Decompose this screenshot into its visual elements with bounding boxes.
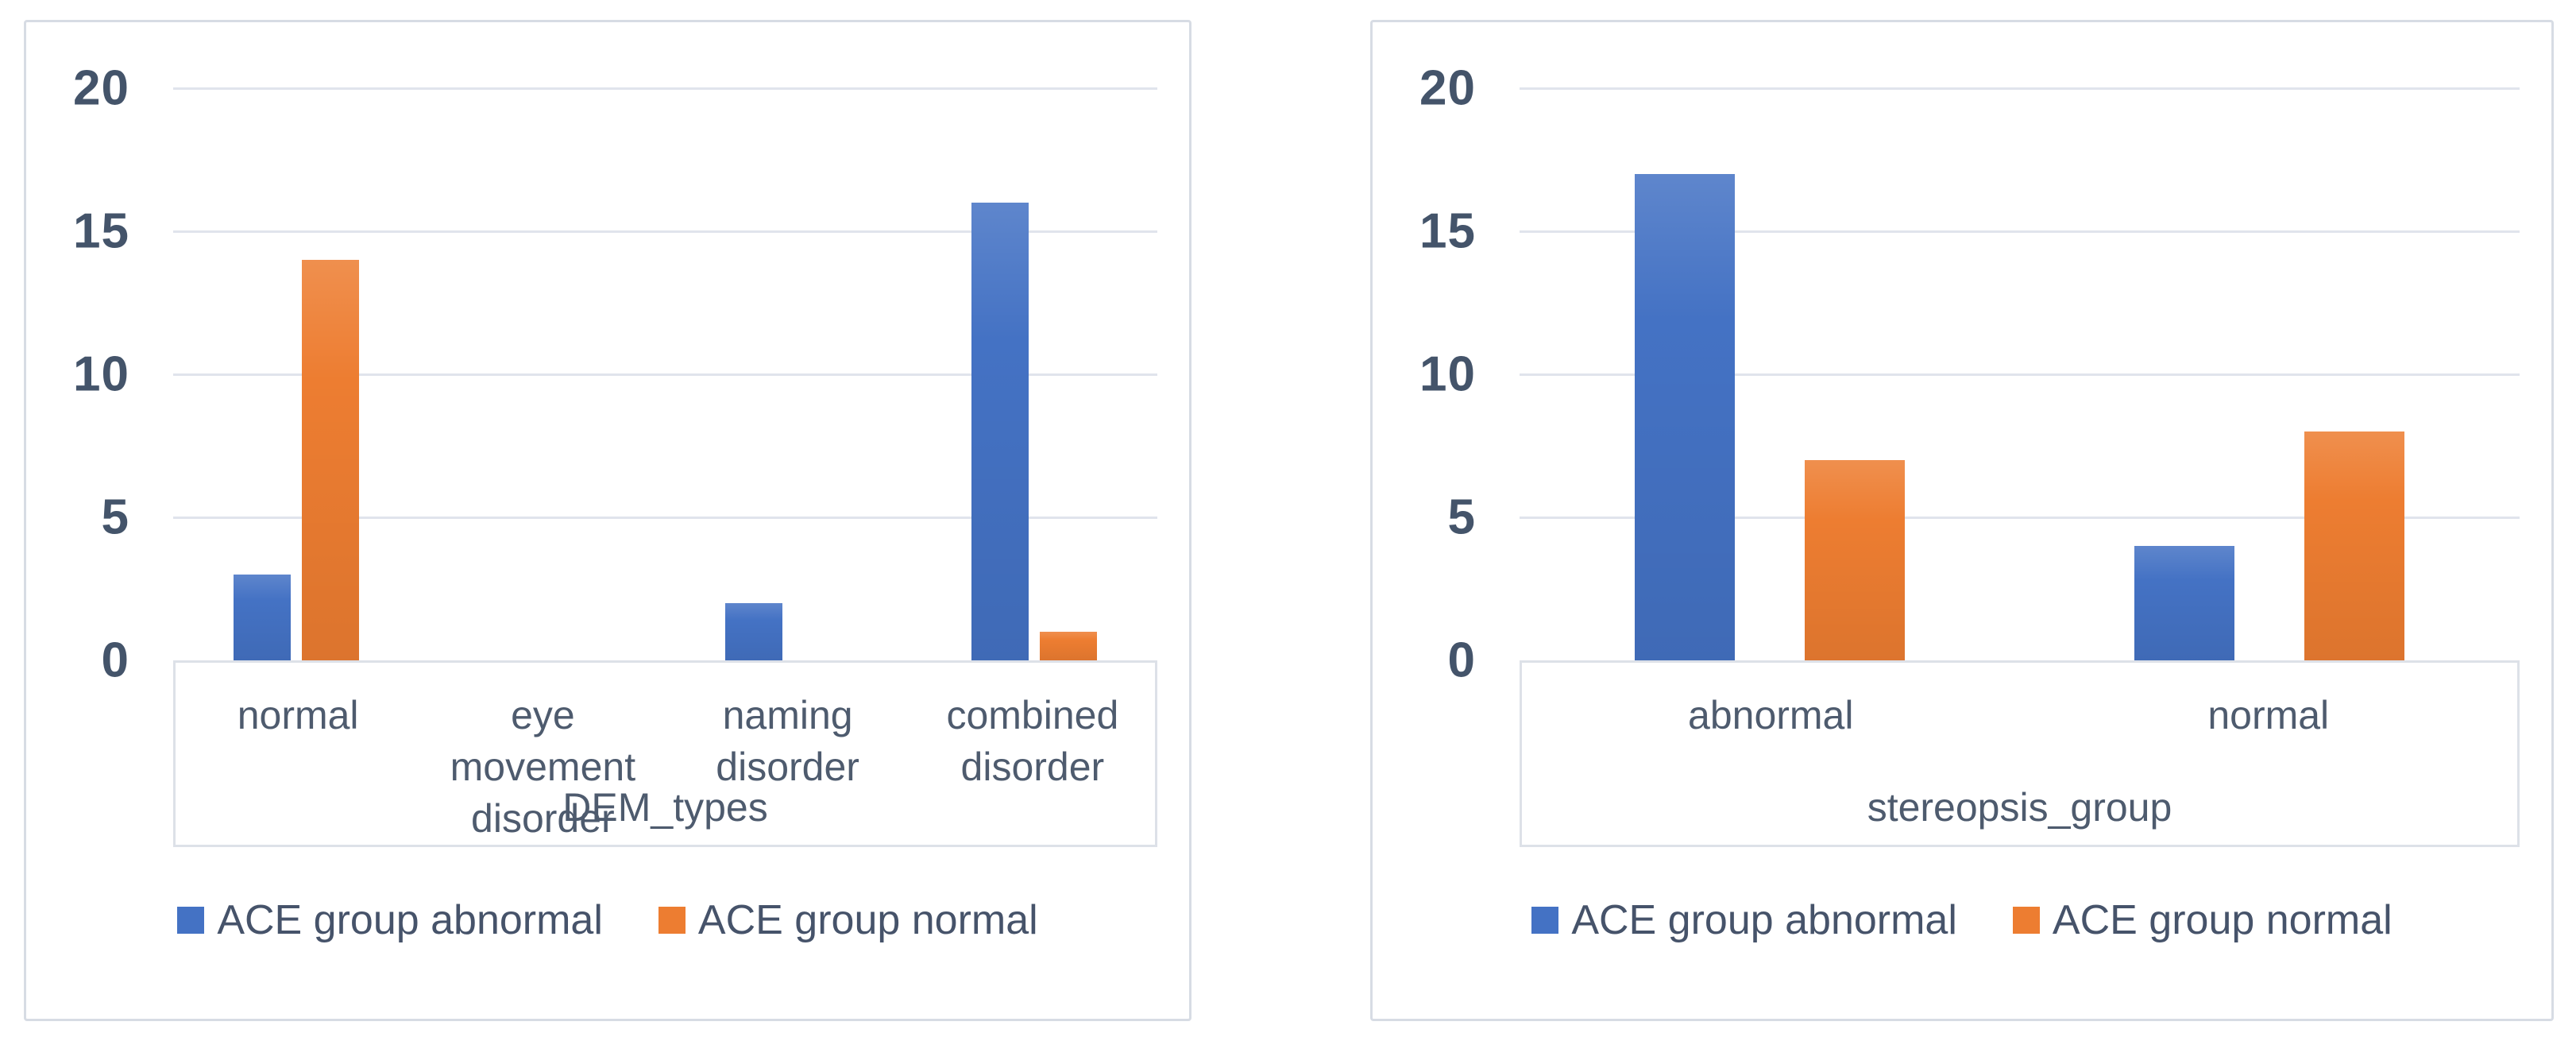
bar-ace-group-abnormal-normal xyxy=(233,575,291,660)
category-label-naming-disorder: naming disorder xyxy=(716,693,859,789)
category-slot-abnormal xyxy=(1520,88,2020,660)
gridline-15 xyxy=(173,230,1157,233)
x-axis-title: DEM_types xyxy=(562,785,768,830)
y-axis-tick-labels: 0 5 10 15 20 xyxy=(26,61,173,688)
x-axis-title: stereopsis_group xyxy=(1867,785,2172,830)
category-label-row: normal eye movement disorder naming disord… xyxy=(176,663,1155,845)
y-tick-label-15: 15 xyxy=(1419,203,1476,259)
dem-types-chart: 0 5 10 15 20 normal eye movement disorder nami… xyxy=(24,20,1191,1021)
category-label-normal: normal xyxy=(2207,693,2330,737)
legend-label-ace-group-abnormal: ACE group abnormal xyxy=(1571,897,1957,943)
legend-item-ace-group-abnormal: ACE group abnormal xyxy=(1531,896,1957,944)
bar-ace-group-abnormal-abnormal xyxy=(1634,174,1735,660)
y-tick-label-20: 20 xyxy=(73,60,129,116)
bar-ace-group-normal-abnormal xyxy=(1804,460,1905,660)
plot-area xyxy=(1520,87,2520,660)
category-slot-naming-disorder xyxy=(666,88,912,660)
legend: ACE group abnormal ACE group normal xyxy=(26,896,1189,944)
legend-swatch-ace-group-abnormal xyxy=(177,907,205,934)
y-tick-label-5: 5 xyxy=(1447,490,1476,545)
legend-item-ace-group-abnormal: ACE group abnormal xyxy=(177,896,603,944)
gridline-20 xyxy=(173,87,1157,90)
y-tick-label-0: 0 xyxy=(101,633,129,688)
legend-swatch-ace-group-abnormal xyxy=(1531,907,1559,934)
legend-item-ace-group-normal: ACE group normal xyxy=(658,896,1038,944)
legend-swatch-ace-group-normal xyxy=(658,907,686,934)
bars-layer xyxy=(1520,88,2520,660)
bar-ace-group-abnormal-naming-disorder xyxy=(725,603,783,660)
plot-area xyxy=(173,87,1157,660)
gridline-10 xyxy=(1520,373,2520,376)
stereopsis-group-chart: 0 5 10 15 20 abnormal normal stereopsis_group… xyxy=(1370,20,2554,1021)
category-label-row: abnormal normal xyxy=(1522,663,2517,741)
gridline-5 xyxy=(173,517,1157,519)
x-axis-box: normal eye movement disorder naming disord… xyxy=(173,660,1157,847)
category-label-combined-disorder: combined disorder xyxy=(946,693,1119,789)
category-slot-normal xyxy=(173,88,419,660)
legend-label-ace-group-normal: ACE group normal xyxy=(697,897,1038,943)
plot-row: 0 5 10 15 20 xyxy=(26,61,1189,688)
bars-layer xyxy=(173,88,1157,660)
bar-ace-group-normal-normal xyxy=(301,260,359,660)
x-axis-box: abnormal normal stereopsis_group xyxy=(1520,660,2520,847)
category-slot-combined-disorder xyxy=(911,88,1157,660)
y-tick-label-0: 0 xyxy=(1447,633,1476,688)
y-tick-label-5: 5 xyxy=(101,490,129,545)
legend-label-ace-group-normal: ACE group normal xyxy=(2052,897,2393,943)
bar-ace-group-normal-normal xyxy=(2304,431,2405,660)
y-axis-tick-labels: 0 5 10 15 20 xyxy=(1373,61,1520,688)
legend-label-ace-group-abnormal: ACE group abnormal xyxy=(217,897,603,943)
gridline-15 xyxy=(1520,230,2520,233)
gridline-5 xyxy=(1520,517,2520,519)
category-slot-eye-movement-disorder xyxy=(419,88,666,660)
bar-ace-group-normal-combined-disorder xyxy=(1040,632,1098,660)
category-label-normal: normal xyxy=(237,693,359,737)
gridline-20 xyxy=(1520,87,2520,90)
y-tick-label-20: 20 xyxy=(1419,60,1476,116)
y-tick-label-10: 10 xyxy=(73,346,129,402)
category-label-abnormal: abnormal xyxy=(1688,693,1854,737)
category-slot-normal xyxy=(2020,88,2520,660)
plot-row: 0 5 10 15 20 xyxy=(1373,61,2551,688)
category-label-eye-movement-disorder: eye movement disorder xyxy=(450,693,636,841)
legend-item-ace-group-normal: ACE group normal xyxy=(2012,896,2393,944)
y-tick-label-15: 15 xyxy=(73,203,129,259)
legend: ACE group abnormal ACE group normal xyxy=(1373,896,2551,944)
bar-ace-group-abnormal-normal xyxy=(2134,546,2235,660)
gridline-10 xyxy=(173,373,1157,376)
bar-ace-group-abnormal-combined-disorder xyxy=(971,203,1029,660)
legend-swatch-ace-group-normal xyxy=(2012,907,2040,934)
y-tick-label-10: 10 xyxy=(1419,346,1476,402)
